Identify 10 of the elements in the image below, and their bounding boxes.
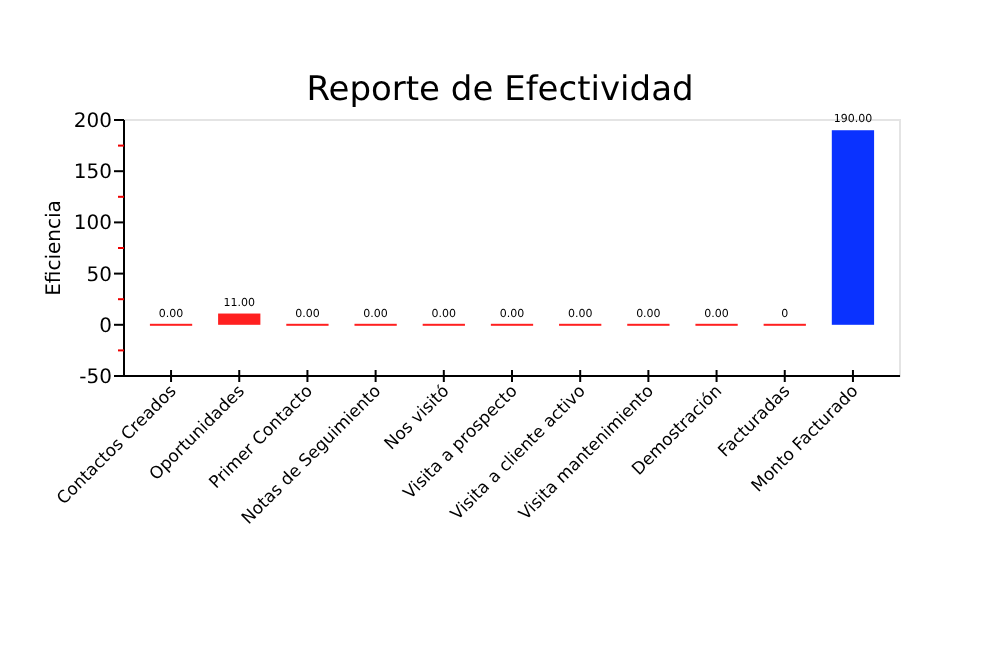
bar <box>218 313 261 325</box>
bar <box>831 130 875 325</box>
y-tick-label: 50 <box>86 264 112 287</box>
y-tick-label: 200 <box>73 111 112 133</box>
y-tick-label: -50 <box>79 367 112 389</box>
y-tick-label: 150 <box>73 162 112 185</box>
y-axis-title: Eficiencia <box>44 200 66 296</box>
chart-title: Reporte de Efectividad <box>306 70 694 110</box>
y-tick-label: 0 <box>99 315 112 338</box>
y-tick-label: 100 <box>73 213 112 236</box>
